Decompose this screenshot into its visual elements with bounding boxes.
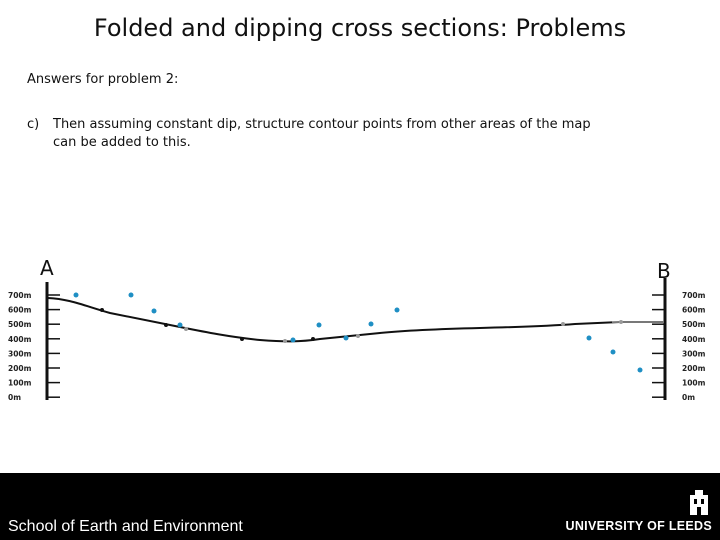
structure-contour-point <box>128 292 134 298</box>
outcrop-point <box>240 337 244 341</box>
structure-contour-point <box>73 292 79 298</box>
outcrop-point-grey <box>356 334 360 338</box>
paragraph-line-2: can be added to this. <box>53 135 191 150</box>
right-scale-label: 500m <box>682 320 706 329</box>
structure-contour-point <box>394 307 400 313</box>
school-name: School of Earth and Environment <box>8 518 243 535</box>
structure-contour-point <box>637 367 643 373</box>
cross-section-diagram: A B 700m 600m 500m 400m 300m 200m 100m 0m 700m 6… <box>8 256 706 402</box>
structure-contour-point <box>177 322 183 328</box>
structure-contour-point <box>586 335 592 341</box>
slide-title: Folded and dipping cross sections: Probl… <box>93 14 627 42</box>
section-label-b: B <box>657 259 671 283</box>
section-label-a: A <box>40 256 54 280</box>
right-scale-label: 100m <box>682 379 706 388</box>
right-elevation-scale: 700m 600m 500m 400m 300m 200m 100m 0m <box>652 278 706 402</box>
footer-bar: School of Earth and Environment UNIVERSI… <box>0 473 720 540</box>
outcrop-point-grey <box>619 320 623 324</box>
right-scale-label: 300m <box>682 349 706 358</box>
left-scale-label: 200m <box>8 364 32 373</box>
structure-contour-point <box>610 349 616 355</box>
list-marker: c) <box>27 117 40 132</box>
outcrop-point-grey <box>283 339 287 343</box>
answers-heading: Answers for problem 2: <box>27 72 179 87</box>
right-scale-label: 400m <box>682 335 706 344</box>
left-elevation-scale: 700m 600m 500m 400m 300m 200m 100m 0m <box>8 282 60 402</box>
left-scale-label: 100m <box>8 379 32 388</box>
right-scale-label: 0m <box>682 393 695 402</box>
structure-contour-point <box>368 321 374 327</box>
paragraph-line-1: Then assuming constant dip, structure co… <box>53 117 591 132</box>
left-scale-label: 300m <box>8 349 32 358</box>
left-scale-label: 400m <box>8 335 32 344</box>
left-scale-label: 0m <box>8 393 21 402</box>
structure-contour-point <box>343 335 349 341</box>
left-scale-label: 500m <box>8 320 32 329</box>
outcrop-point-grey <box>184 327 188 331</box>
structure-contour-point <box>151 308 157 314</box>
outcrop-point <box>164 323 168 327</box>
outcrop-point-grey <box>561 322 565 326</box>
outcrop-point <box>311 337 315 341</box>
structure-contour-point <box>316 322 322 328</box>
right-scale-label: 600m <box>682 306 706 315</box>
outcrop-point <box>100 308 104 312</box>
university-crest-icon <box>690 490 708 515</box>
left-scale-label: 600m <box>8 306 32 315</box>
answer-paragraph: c) Then assuming constant dip, structure … <box>27 116 667 152</box>
structure-contour-point <box>290 337 296 343</box>
right-scale-label: 200m <box>682 364 706 373</box>
right-scale-label: 700m <box>682 291 706 300</box>
university-name: UNIVERSITY OF LEEDS <box>565 519 712 533</box>
left-scale-label: 700m <box>8 291 32 300</box>
topographic-profile-line <box>47 297 664 343</box>
